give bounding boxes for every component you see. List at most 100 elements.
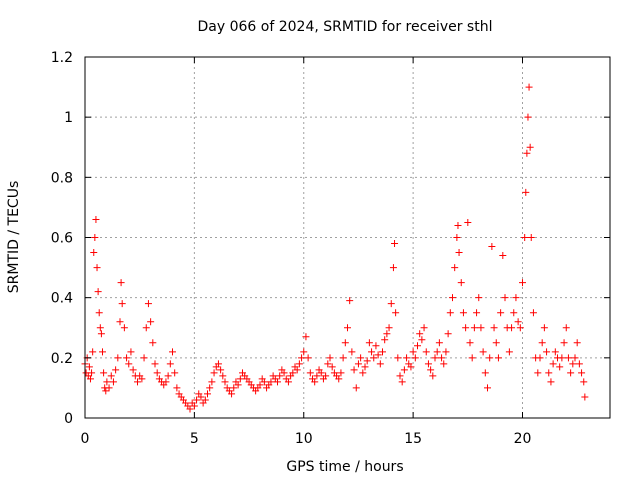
data-point — [512, 294, 520, 302]
y-axis-label: SRMTID / TECUs — [6, 181, 22, 294]
data-point — [230, 384, 238, 392]
data-point — [536, 354, 544, 362]
data-point — [117, 279, 125, 287]
y-tick-label: 0.8 — [51, 170, 73, 186]
data-point — [414, 342, 421, 350]
data-point — [339, 354, 347, 362]
data-point — [470, 324, 478, 332]
data-point — [578, 369, 586, 377]
data-point — [107, 372, 115, 380]
data-point — [164, 372, 172, 380]
data-point — [284, 378, 292, 386]
data-point — [370, 354, 378, 362]
data-point — [350, 366, 358, 374]
data-point — [324, 360, 332, 368]
data-point — [486, 354, 494, 362]
data-point — [365, 339, 373, 347]
data-point — [91, 234, 99, 241]
y-tick-label: 0.4 — [51, 291, 73, 307]
data-point — [354, 360, 362, 368]
data-point — [214, 360, 222, 368]
data-point — [311, 378, 319, 386]
data-point — [89, 348, 97, 356]
data-point — [120, 324, 128, 332]
data-point — [573, 339, 581, 347]
data-point — [490, 324, 498, 332]
data-point — [505, 348, 513, 356]
data-point — [435, 339, 443, 347]
data-point — [540, 324, 548, 332]
data-point — [525, 83, 533, 91]
data-point — [361, 363, 369, 371]
data-point — [374, 351, 382, 359]
data-point — [317, 369, 325, 377]
data-point — [407, 363, 415, 371]
data-point — [455, 249, 463, 257]
data-point — [92, 215, 100, 223]
data-point — [420, 324, 428, 332]
data-point — [256, 381, 264, 389]
data-point — [234, 381, 242, 389]
data-point — [151, 360, 159, 368]
data-point — [409, 348, 417, 356]
data-point — [562, 324, 570, 332]
data-point — [313, 372, 321, 380]
data-point — [99, 348, 106, 356]
data-point — [162, 378, 170, 386]
x-tick-label: 0 — [81, 431, 90, 447]
data-point — [129, 366, 137, 374]
data-point — [352, 384, 360, 392]
data-point — [260, 378, 268, 386]
data-point — [96, 324, 104, 332]
data-point — [396, 372, 404, 380]
data-point — [411, 354, 419, 362]
data-point — [267, 378, 275, 386]
data-point — [454, 221, 462, 229]
data-point — [416, 330, 424, 338]
data-point — [431, 354, 439, 362]
data-point — [429, 372, 437, 380]
data-point — [93, 264, 101, 272]
data-point — [564, 354, 572, 362]
data-point — [201, 396, 209, 404]
data-point — [293, 366, 301, 374]
y-tick-label: 1 — [64, 110, 73, 126]
data-point — [526, 143, 534, 151]
data-point — [171, 369, 179, 377]
data-point — [440, 360, 448, 368]
data-point — [228, 390, 236, 398]
x-tick-label: 15 — [404, 431, 422, 447]
data-point — [138, 375, 146, 383]
data-point — [344, 324, 351, 332]
data-point — [341, 339, 349, 347]
data-point — [560, 339, 568, 347]
data-point — [549, 360, 557, 368]
data-point — [580, 378, 588, 386]
data-point — [357, 354, 365, 362]
data-point — [556, 363, 564, 371]
data-point — [153, 369, 161, 377]
data-point — [359, 369, 367, 377]
data-point — [424, 360, 432, 368]
data-point — [190, 402, 198, 410]
data-point — [575, 360, 583, 368]
data-point — [464, 218, 472, 226]
data-point — [462, 324, 470, 332]
data-point — [103, 378, 111, 386]
data-point — [547, 378, 555, 386]
data-point — [449, 294, 456, 302]
data-point — [444, 330, 452, 338]
data-point — [475, 294, 483, 302]
data-point — [403, 354, 411, 362]
data-point — [144, 300, 152, 308]
data-point — [481, 369, 489, 377]
data-point — [508, 324, 516, 332]
data-point — [112, 366, 120, 374]
data-point — [86, 375, 94, 383]
data-point — [276, 372, 284, 380]
x-tick-label: 5 — [190, 431, 199, 447]
data-point — [208, 378, 216, 386]
data-point — [326, 354, 334, 362]
data-point — [558, 354, 566, 362]
data-point — [206, 384, 214, 392]
